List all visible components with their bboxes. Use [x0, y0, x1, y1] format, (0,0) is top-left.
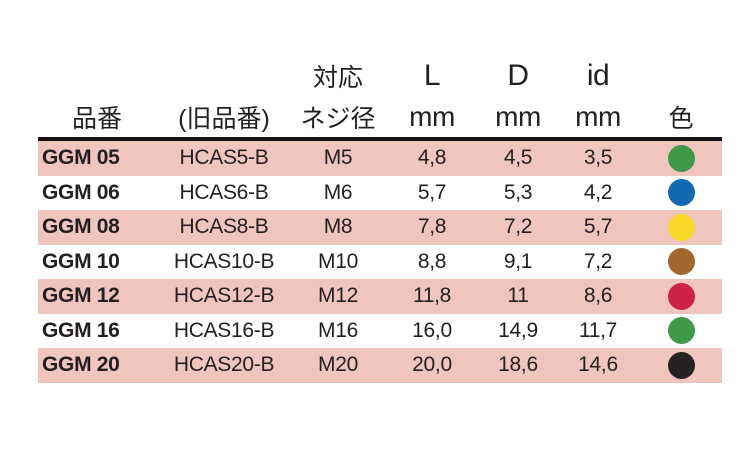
- cell-l-mm: 11,8: [412, 284, 452, 307]
- table-row: GGM 12 HCAS12-B M12 11,8 11 8,6: [38, 279, 722, 314]
- cell-part-no: GGM 20: [42, 353, 120, 376]
- column-header-old-part-no-label: (旧品番): [178, 104, 270, 133]
- cell-screw-size: M6: [323, 180, 353, 204]
- table-row: GGM 10 HCAS10-B M10 8,8 9,1 7,2: [38, 245, 722, 280]
- column-header-screw-line1: 対応: [312, 63, 363, 92]
- column-header-l: L mm: [384, 55, 480, 137]
- cell-d-mm: 9,1: [503, 249, 533, 273]
- cell-l-mm: 16,0: [412, 318, 452, 342]
- column-header-id-label: id: [586, 58, 610, 92]
- cell-screw-size: M10: [318, 249, 358, 273]
- cell-color: [640, 141, 722, 176]
- cell-d-mm: 7,2: [503, 215, 533, 238]
- cell-id-mm: 4,2: [583, 180, 613, 204]
- color-dot: [667, 317, 695, 345]
- column-header-l-label: L: [423, 58, 441, 92]
- cell-part-no: GGM 16: [42, 318, 120, 342]
- cell-old-part-no: HCAS16-B: [173, 318, 275, 342]
- header-rule: [38, 137, 722, 141]
- column-header-d-unit: mm: [495, 100, 541, 132]
- cell-part-no: GGM 08: [42, 215, 120, 238]
- color-dot: [667, 282, 695, 310]
- table-header: 品番 (旧品番) 対応 ネジ径 L mm D mm id mm 色: [38, 55, 722, 137]
- cell-color: [640, 176, 722, 211]
- cell-id-mm: 7,2: [583, 249, 613, 273]
- cell-id-mm: 3,5: [583, 146, 613, 169]
- cell-id-mm: 8,6: [583, 284, 613, 307]
- column-header-d-label: D: [507, 58, 529, 92]
- color-dot: [667, 248, 695, 276]
- cell-id-mm: 5,7: [583, 215, 613, 238]
- column-header-d: D mm: [480, 55, 556, 137]
- cell-old-part-no: HCAS20-B: [173, 353, 275, 376]
- cell-color: [640, 245, 722, 280]
- column-header-screw-size: 対応 ネジ径: [292, 55, 384, 137]
- cell-id-mm: 14,6: [578, 353, 618, 376]
- cell-part-no: GGM 06: [42, 180, 120, 204]
- cell-l-mm: 5,7: [417, 180, 447, 204]
- color-dot: [667, 144, 695, 172]
- column-header-l-unit: mm: [409, 100, 455, 132]
- cell-old-part-no: HCAS6-B: [179, 180, 269, 204]
- cell-screw-size: M20: [318, 353, 358, 376]
- cell-old-part-no: HCAS8-B: [179, 215, 269, 238]
- color-dot: [667, 179, 695, 207]
- table-row: GGM 20 HCAS20-B M20 20,0 18,6 14,6: [38, 348, 722, 383]
- cell-screw-size: M5: [323, 146, 353, 169]
- cell-part-no: GGM 12: [42, 284, 120, 307]
- cell-color: [640, 314, 722, 349]
- column-header-part-no-label: 品番: [71, 104, 122, 133]
- table-row: GGM 16 HCAS16-B M16 16,0 14,9 11,7: [38, 314, 722, 349]
- cell-d-mm: 5,3: [503, 180, 533, 204]
- cell-l-mm: 4,8: [417, 146, 447, 169]
- column-header-old-part-no: (旧品番): [156, 55, 292, 137]
- cell-l-mm: 7,8: [417, 215, 447, 238]
- cell-old-part-no: HCAS12-B: [173, 284, 275, 307]
- cell-id-mm: 11,7: [578, 318, 618, 342]
- column-header-id: id mm: [556, 55, 640, 137]
- cell-screw-size: M16: [318, 318, 358, 342]
- table-row: GGM 06 HCAS6-B M6 5,7 5,3 4,2: [38, 176, 722, 211]
- column-header-part-no: 品番: [38, 55, 156, 137]
- cell-d-mm: 11: [507, 284, 529, 307]
- cell-screw-size: M8: [323, 215, 353, 238]
- cell-old-part-no: HCAS5-B: [179, 146, 269, 169]
- column-header-color-label: 色: [668, 104, 694, 133]
- column-header-id-unit: mm: [575, 100, 621, 132]
- cell-l-mm: 20,0: [412, 353, 452, 376]
- cell-old-part-no: HCAS10-B: [173, 249, 275, 273]
- cell-d-mm: 4,5: [503, 146, 533, 169]
- spec-table: 品番 (旧品番) 対応 ネジ径 L mm D mm id mm 色: [38, 55, 722, 383]
- color-dot: [667, 213, 695, 241]
- table-row: GGM 08 HCAS8-B M8 7,8 7,2 5,7: [38, 210, 722, 245]
- cell-d-mm: 14,9: [498, 318, 538, 342]
- column-header-color: 色: [640, 55, 722, 137]
- cell-color: [640, 348, 722, 383]
- cell-part-no: GGM 10: [42, 249, 120, 273]
- color-dot: [667, 351, 695, 379]
- cell-l-mm: 8,8: [417, 249, 447, 273]
- column-header-screw-line2: ネジ径: [300, 104, 376, 133]
- table-row: GGM 05 HCAS5-B M5 4,8 4,5 3,5: [38, 141, 722, 176]
- cell-screw-size: M12: [318, 284, 358, 307]
- cell-color: [640, 279, 722, 314]
- cell-color: [640, 210, 722, 245]
- cell-d-mm: 18,6: [498, 353, 538, 376]
- cell-part-no: GGM 05: [42, 146, 120, 169]
